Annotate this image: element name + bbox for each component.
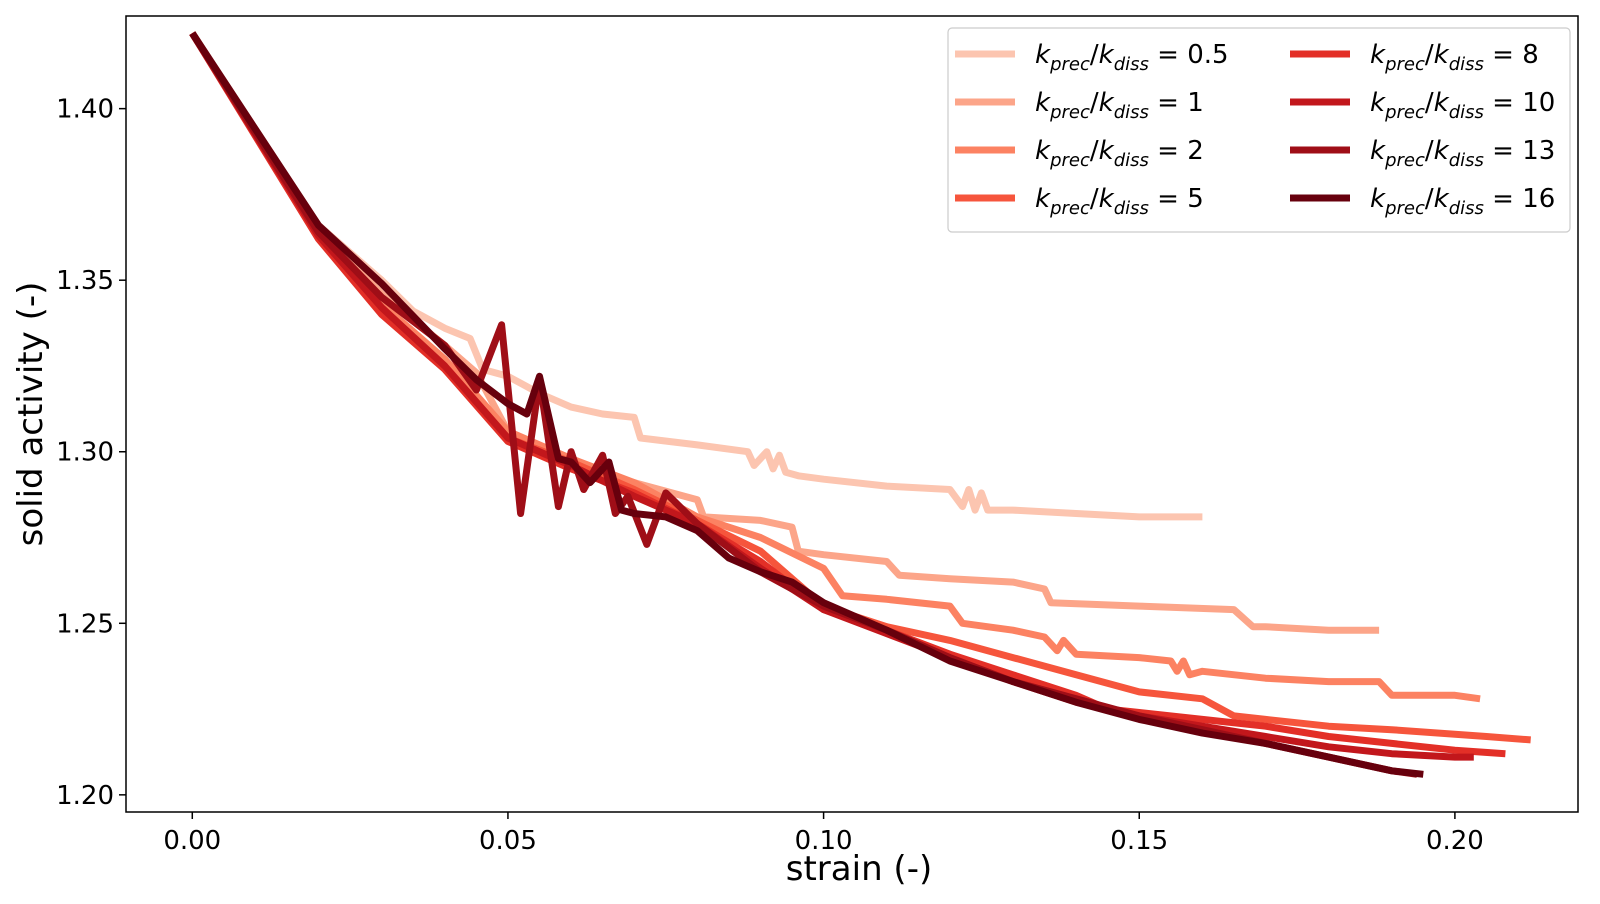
legend-label: kprec/kdiss = 2 — [1035, 136, 1204, 171]
legend-label: kprec/kdiss = 8 — [1370, 40, 1539, 75]
legend-label: kprec/kdiss = 1 — [1035, 88, 1204, 123]
legend-label: kprec/kdiss = 10 — [1370, 88, 1555, 123]
legend-label: kprec/kdiss = 0.5 — [1035, 40, 1229, 75]
y-tick-label: 1.25 — [56, 609, 114, 639]
x-tick-label: 0.10 — [795, 826, 853, 856]
y-tick-label: 1.20 — [56, 781, 114, 811]
y-axis-title: solid activity (-) — [11, 282, 51, 547]
y-tick-label: 1.35 — [56, 266, 114, 296]
series-line-8 — [189, 31, 1424, 778]
x-axis-ticks: 0.00 0.05 0.10 0.15 0.20 — [163, 812, 1484, 856]
x-tick-label: 0.20 — [1426, 826, 1484, 856]
series-lines — [189, 31, 1531, 778]
legend-label: kprec/kdiss = 13 — [1370, 136, 1555, 171]
y-axis-ticks: 1.20 1.25 1.30 1.35 1.40 — [56, 95, 126, 811]
legend: kprec/kdiss = 0.5 kprec/kdiss = 1 kprec/kd… — [947, 27, 1571, 233]
legend-box — [947, 27, 1571, 233]
series-line-2 — [189, 31, 1380, 634]
legend-label: kprec/kdiss = 16 — [1370, 184, 1555, 219]
y-tick-label: 1.40 — [56, 95, 114, 125]
y-tick-label: 1.30 — [56, 438, 114, 468]
legend-label: kprec/kdiss = 5 — [1035, 184, 1204, 219]
x-axis-title: strain (-) — [786, 849, 932, 889]
x-tick-label: 0.15 — [1110, 826, 1168, 856]
x-tick-label: 0.05 — [479, 826, 537, 856]
series-line-1 — [189, 31, 1203, 521]
x-tick-label: 0.00 — [163, 826, 221, 856]
plot-frame — [125, 15, 1579, 813]
